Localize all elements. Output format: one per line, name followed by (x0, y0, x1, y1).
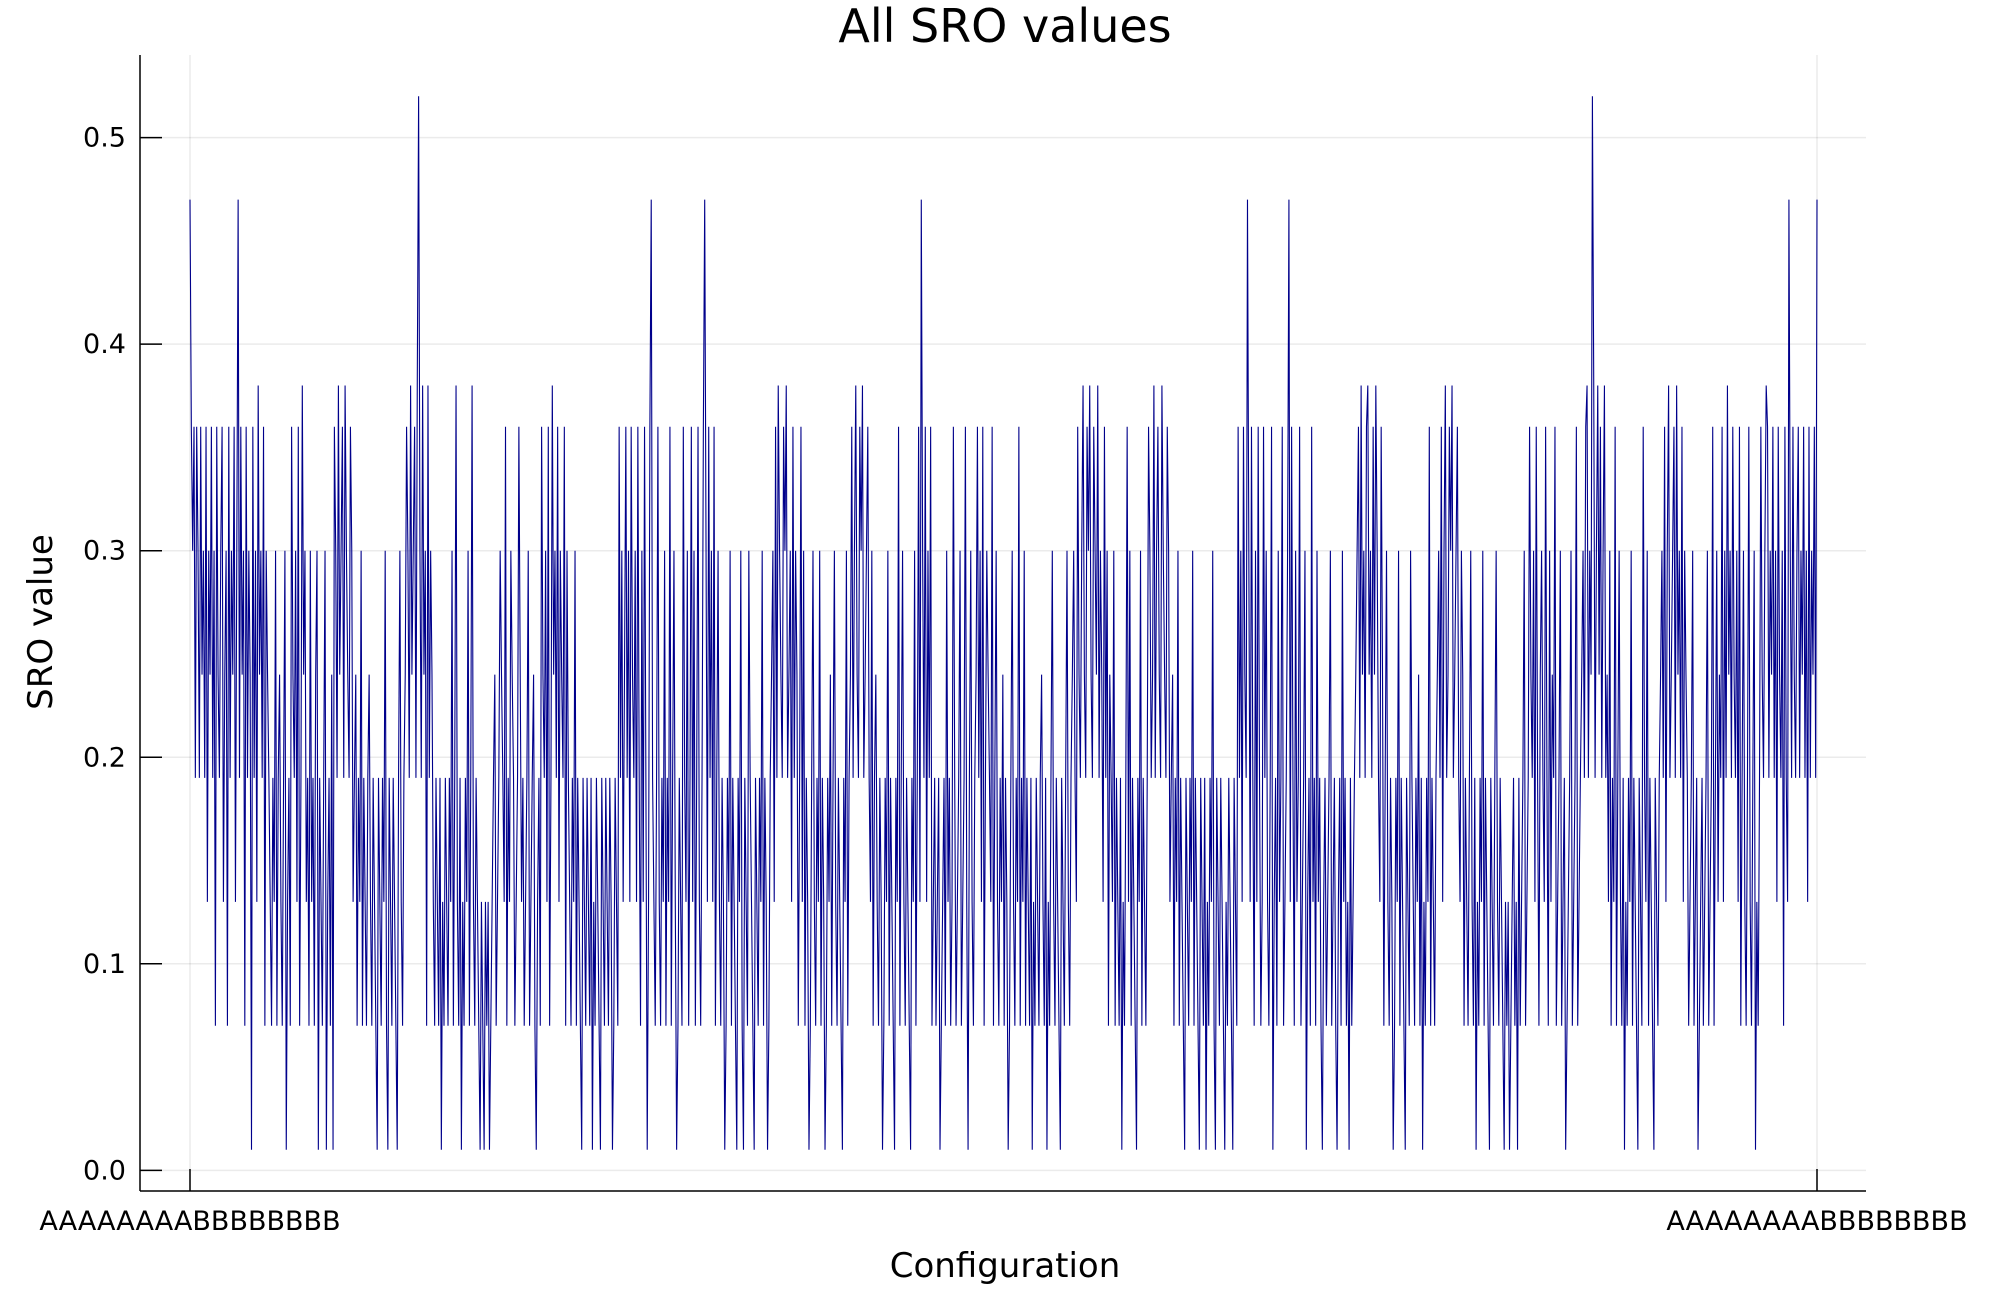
axes (139, 55, 1866, 1192)
y-tick-label: 0.3 (83, 536, 126, 567)
x-axis-label: Configuration (890, 1246, 1121, 1286)
y-tick-label: 0.2 (83, 742, 126, 773)
y-tick-label: 0.5 (83, 123, 126, 154)
series-layer (189, 96, 1818, 1150)
y-axis-label: SRO value (21, 534, 61, 710)
x-tick-label: AAAAAAAABBBBBBBB (1666, 1206, 1967, 1237)
x-tick-label: AAAAAAAABBBBBBBB (39, 1206, 340, 1237)
y-tick-label: 0.0 (83, 1155, 126, 1186)
tick-labels: 0.0 0.1 0.2 0.3 0.4 0.5 AAAAAAAABBBBBBBB AAAAAA… (39, 123, 1967, 1237)
sro-series-line (189, 96, 1818, 1150)
y-tick-label: 0.4 (83, 329, 126, 360)
chart-title: All SRO values (838, 0, 1171, 53)
grid (140, 55, 1866, 1191)
y-tick-label: 0.1 (83, 949, 126, 980)
